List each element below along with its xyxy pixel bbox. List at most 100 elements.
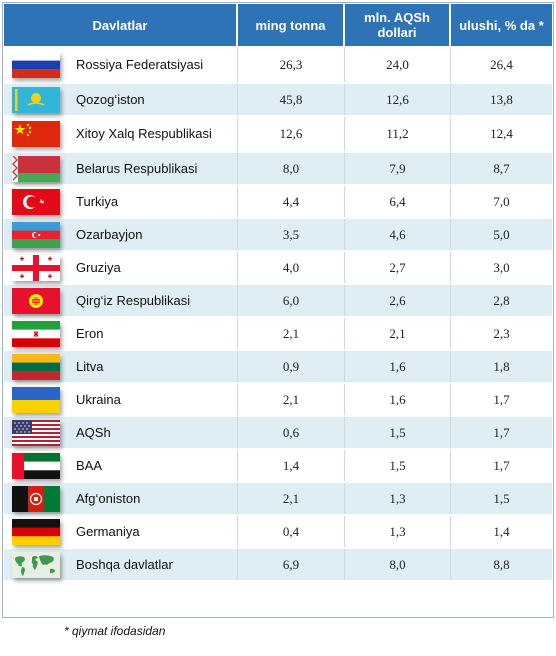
share-value: 5,0 [493,226,510,242]
country-cell: BAA [4,450,238,481]
share-value: 1,7 [493,424,510,440]
share-value: 2,8 [493,292,510,308]
usd-value: 1,5 [345,450,451,481]
share-value: 3,0 [493,259,510,275]
share-value: 2,3 [493,325,510,341]
tons-value: 6,0 [238,285,345,316]
share-value: 8,7 [493,160,510,176]
country-cell: Germaniya [4,516,238,547]
usd-value: 24,0 [345,48,451,82]
country-cell: Xitoy Xalq Respublikasi [4,117,238,151]
table-row: Rossiya Federatsiyasi 26,3 24,0 26,4 [4,48,552,84]
tons-value: 6,9 [238,549,345,580]
country-cell: Ukraina [4,384,238,415]
table-row: Ukraina 2,1 1,6 1,7 [4,384,552,417]
country-name: Qozog‘iston [76,91,145,107]
share-value: 1,5 [493,490,510,506]
country-cell: Qirg‘iz Respublikasi [4,285,238,316]
share-value: 26,4 [490,57,513,72]
tons-value: 2,1 [238,483,345,514]
country-cell: Turkiya [4,186,238,217]
germany-flag-icon [12,518,60,545]
tons-value: 0,4 [238,516,345,547]
country-name: Gruziya [76,259,121,275]
country-name: Turkiya [76,193,119,209]
country-name: Boshqa davlatlar [76,556,173,572]
country-cell: Qozog‘iston [4,84,238,115]
table-row: Qozog‘iston 45,8 12,6 13,8 [4,84,552,117]
country-name: Germaniya [76,523,140,539]
table-body: Rossiya Federatsiyasi 26,3 24,0 26,4 Qozog‘i… [4,48,552,582]
country-cell: Belarus Respublikasi [4,153,238,184]
usd-value: 1,6 [345,351,451,382]
usd-value: 6,4 [345,186,451,217]
tons-value: 0,9 [238,351,345,382]
tons-value: 0,6 [238,417,345,448]
header-usd: mln. AQSh dollari [345,4,451,46]
country-cell: Litva [4,351,238,382]
country-name: BAA [76,457,103,473]
russia-flag-icon [12,52,60,78]
usd-value: 1,6 [345,384,451,415]
table-row: Boshqa davlatlar 6,9 8,0 8,8 [4,549,552,582]
uae-flag-icon [12,452,60,479]
world-map-icon [12,551,60,578]
azerbaijan-flag-icon [12,221,60,248]
belarus-flag-icon [12,155,60,182]
country-name: Qirg‘iz Respublikasi [76,292,191,308]
table-row: Gruziya 4,0 2,7 3,0 [4,252,552,285]
tons-value: 4,0 [238,252,345,283]
table-row: BAA 1,4 1,5 1,7 [4,450,552,483]
tons-value: 4,4 [238,186,345,217]
tons-value: 12,6 [238,117,345,151]
country-cell: Afg‘oniston [4,483,238,514]
tons-value: 2,1 [238,384,345,415]
table-header: Davlatlar ming tonna mln. AQSh dollari u… [4,4,552,46]
footnote: * qiymat ifodasidan [64,624,166,638]
georgia-flag-icon [12,254,60,281]
table-row: Qirg‘iz Respublikasi 6,0 2,6 2,8 [4,285,552,318]
lithuania-flag-icon [12,353,60,380]
share-value: 7,0 [493,193,510,209]
usd-value: 2,7 [345,252,451,283]
share-value: 13,8 [490,91,513,107]
turkey-flag-icon [12,188,60,215]
table-row: Belarus Respublikasi 8,0 7,9 8,7 [4,153,552,186]
country-cell: Ozarbayjon [4,219,238,250]
iran-flag-icon [12,320,60,347]
tons-value: 45,8 [238,84,345,115]
share-value: 8,8 [493,556,510,572]
country-name: Belarus Respublikasi [76,160,198,176]
usd-value: 2,6 [345,285,451,316]
share-value: 1,8 [493,358,510,374]
country-name: Ukraina [76,391,121,407]
afghanistan-flag-icon [12,485,60,512]
share-value: 1,4 [493,523,510,539]
share-value: 12,4 [490,126,513,141]
country-name: Ozarbayjon [76,226,143,242]
usd-value: 2,1 [345,318,451,349]
usd-value: 7,9 [345,153,451,184]
usd-value: 1,3 [345,483,451,514]
china-flag-icon [12,121,60,147]
table-row: Turkiya 4,4 6,4 7,0 [4,186,552,219]
usd-value: 1,3 [345,516,451,547]
kyrgyzstan-flag-icon [12,287,60,314]
usd-value: 11,2 [345,117,451,151]
header-share: ulushi, % da * [451,4,552,46]
country-name: Xitoy Xalq Respublikasi [76,126,212,141]
country-cell: Boshqa davlatlar [4,549,238,580]
country-cell: Rossiya Federatsiyasi [4,48,238,82]
country-name: Rossiya Federatsiyasi [76,57,204,72]
country-name: Eron [76,325,104,341]
table-row: Ozarbayjon 3,5 4,6 5,0 [4,219,552,252]
tons-value: 2,1 [238,318,345,349]
header-country: Davlatlar [4,4,238,46]
table-row: AQSh 0,6 1,5 1,7 [4,417,552,450]
tons-value: 8,0 [238,153,345,184]
tons-value: 26,3 [238,48,345,82]
country-name: Litva [76,358,104,374]
country-cell: AQSh [4,417,238,448]
header-tons: ming tonna [238,4,345,46]
tons-value: 1,4 [238,450,345,481]
